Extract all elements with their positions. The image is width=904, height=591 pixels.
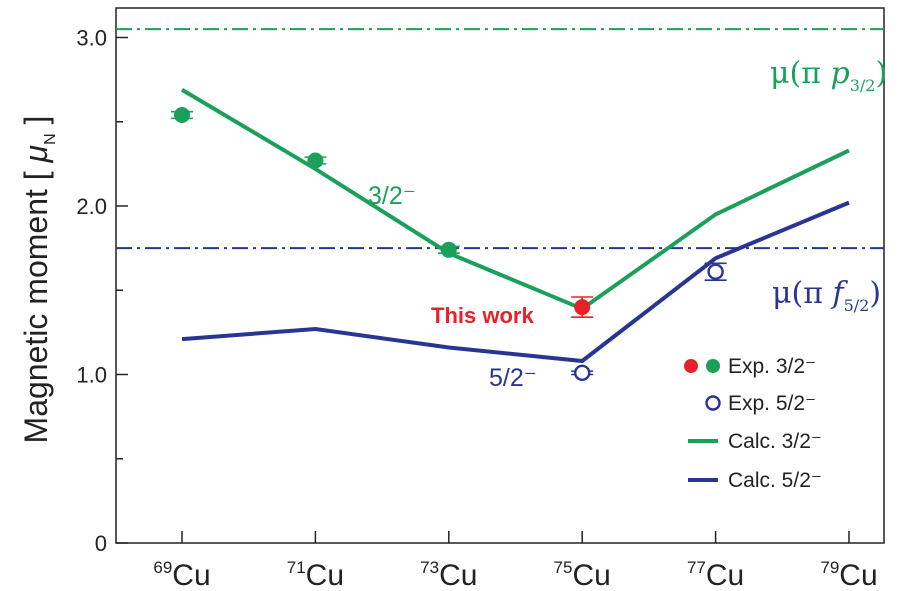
x-tick-label: 79Cu — [820, 558, 877, 591]
x-tick-mass: 69 — [153, 558, 172, 577]
x-tick-element: Cu — [706, 559, 744, 591]
ref-label-sub: 5/2 — [844, 296, 870, 315]
ref-label-var: p — [830, 56, 849, 91]
x-tick-label: 73Cu — [420, 558, 477, 591]
exp-points — [171, 107, 727, 382]
legend-marker-red-dot — [684, 359, 698, 373]
x-tick-mass: 71 — [287, 558, 306, 577]
y-tick-label: 1.0 — [76, 363, 107, 388]
legend-label: Calc. 3/2⁻ — [728, 430, 822, 453]
marker-filled — [307, 152, 324, 169]
ref-label-sub: 3/2 — [850, 76, 876, 95]
x-tick-mass: 73 — [420, 558, 439, 577]
data-point — [571, 364, 594, 382]
reference-line-label: μ(π p3/2) — [770, 56, 887, 95]
x-tick-element: Cu — [306, 559, 344, 591]
calc-series-line — [180, 88, 850, 312]
x-tick-mass: 79 — [820, 558, 839, 577]
y-axis-label-close: ] — [18, 116, 54, 134]
marker-filled — [574, 299, 591, 316]
ref-label-pre: μ(π — [770, 56, 830, 91]
ref-label-pre: μ(π — [772, 276, 832, 311]
x-tick-element: Cu — [439, 559, 477, 591]
annotation-navy-state: 5/2⁻ — [489, 364, 537, 392]
x-tick-element: Cu — [172, 559, 210, 591]
x-tick-element: Cu — [839, 559, 877, 591]
reference-lines: μ(π p3/2)μ(π f5/2) — [116, 28, 887, 315]
legend-marker-open-circle — [705, 395, 721, 411]
calc-lines — [180, 88, 850, 364]
annotation-green-state: 3/2⁻ — [368, 182, 416, 210]
y-axis-label-text: Magnetic moment [ — [18, 162, 54, 443]
plot-frame — [115, 7, 885, 544]
calc-series-line — [181, 200, 850, 364]
legend: Exp. 3/2⁻ Exp. 5/2⁻ Calc. 3/2⁻ Calc. 5/2⁻ — [684, 355, 822, 492]
data-point — [304, 152, 327, 169]
annotations: 3/2⁻ 5/2⁻ This work — [368, 182, 537, 392]
x-tick-element: Cu — [572, 559, 610, 591]
y-axis-label-sub: N — [42, 133, 59, 145]
legend-label: Calc. 5/2⁻ — [728, 469, 822, 492]
y-tick-label: 3.0 — [76, 26, 107, 51]
data-point — [437, 241, 460, 258]
annotation-this-work: This work — [431, 303, 534, 328]
x-tick-label: 75Cu — [554, 558, 611, 591]
x-tick-label: 71Cu — [287, 558, 344, 591]
x-tick-mass: 77 — [687, 558, 706, 577]
marker-filled — [440, 241, 457, 258]
y-tick-label: 2.0 — [76, 194, 107, 219]
marker-open — [574, 364, 591, 382]
marker-filled — [174, 107, 190, 124]
legend-marker-green-dot — [706, 359, 720, 373]
legend-label: Exp. 3/2⁻ — [728, 355, 816, 378]
reference-line-label: μ(π f5/2) — [772, 276, 881, 315]
data-point — [171, 107, 193, 124]
marker-open — [707, 263, 724, 280]
x-tick-label: 69Cu — [153, 558, 210, 591]
y-tick-label: 0 — [95, 531, 107, 556]
ref-label-post: ) — [875, 56, 887, 91]
x-tick-mass: 75 — [554, 558, 573, 577]
y-axis-label: Magnetic moment [ μN ] — [18, 116, 59, 444]
legend-label: Exp. 5/2⁻ — [728, 392, 816, 415]
data-point — [704, 262, 727, 281]
y-axis-label-mu: μ — [18, 144, 54, 163]
ref-label-post: ) — [869, 276, 881, 311]
x-tick-label: 77Cu — [687, 558, 744, 591]
data-point — [571, 296, 594, 319]
